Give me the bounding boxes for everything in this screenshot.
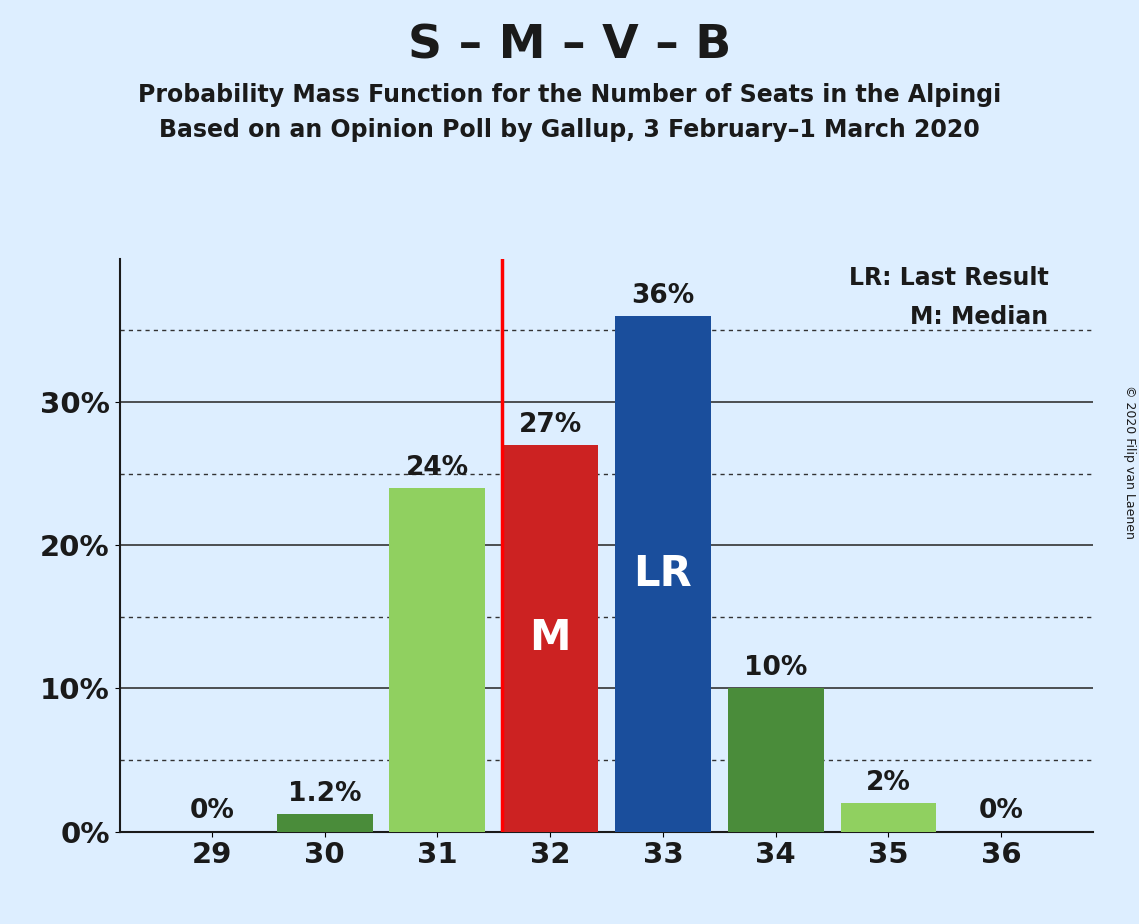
- Text: 36%: 36%: [631, 283, 695, 309]
- Text: M: M: [530, 617, 571, 659]
- Bar: [841, 803, 936, 832]
- Text: LR: Last Result: LR: Last Result: [849, 266, 1049, 290]
- Text: S – M – V – B: S – M – V – B: [408, 23, 731, 68]
- Text: 2%: 2%: [866, 770, 911, 796]
- Text: 1.2%: 1.2%: [288, 782, 361, 808]
- Bar: [502, 444, 598, 832]
- Bar: [277, 814, 372, 832]
- Text: 24%: 24%: [405, 455, 469, 480]
- Bar: [615, 316, 711, 832]
- Text: LR: LR: [633, 553, 693, 595]
- Text: 0%: 0%: [978, 798, 1024, 824]
- Text: M: Median: M: Median: [910, 305, 1049, 329]
- Text: 0%: 0%: [189, 798, 235, 824]
- Text: 10%: 10%: [744, 655, 808, 681]
- Text: Based on an Opinion Poll by Gallup, 3 February–1 March 2020: Based on an Opinion Poll by Gallup, 3 Fe…: [159, 118, 980, 142]
- Bar: [390, 488, 485, 832]
- Text: 27%: 27%: [518, 412, 582, 438]
- Text: © 2020 Filip van Laenen: © 2020 Filip van Laenen: [1123, 385, 1137, 539]
- Text: Probability Mass Function for the Number of Seats in the Alpingi: Probability Mass Function for the Number…: [138, 83, 1001, 107]
- Bar: [728, 688, 823, 832]
